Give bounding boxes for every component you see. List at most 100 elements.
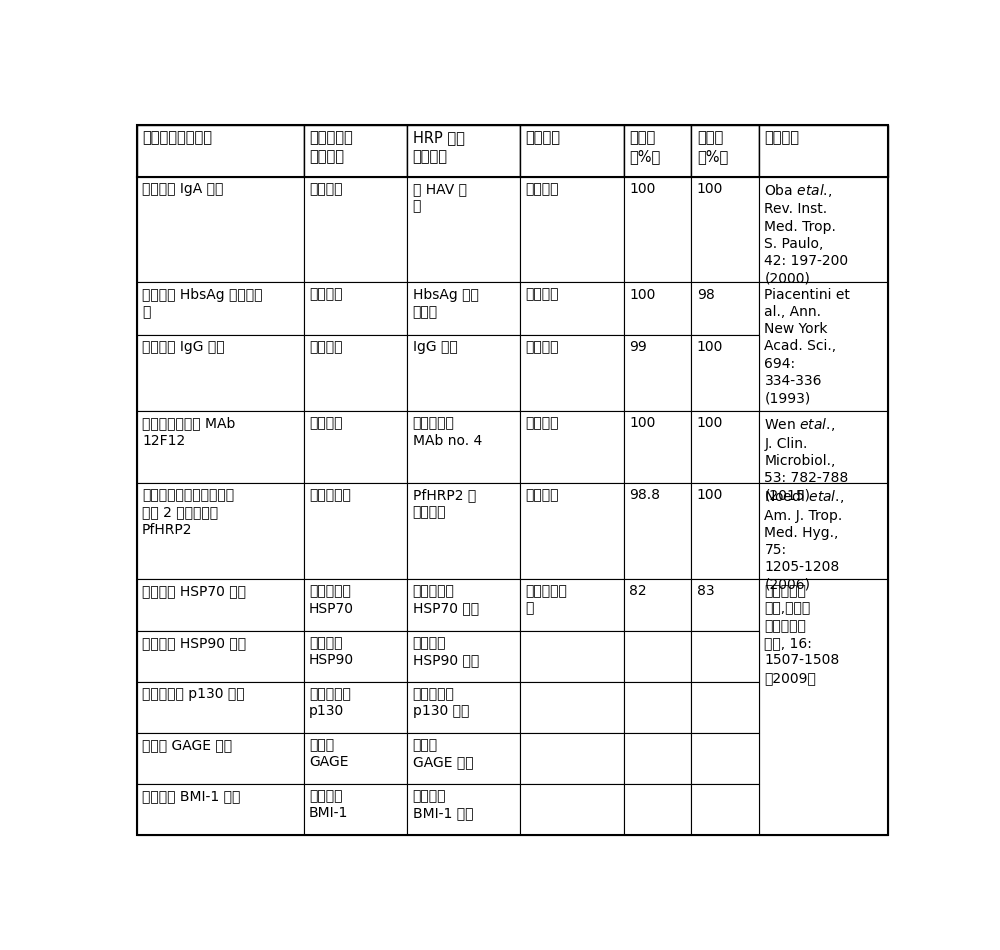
Bar: [520, 177, 624, 282]
Bar: [520, 631, 624, 682]
Bar: [624, 732, 691, 784]
Bar: [691, 484, 759, 580]
Bar: [304, 784, 407, 834]
Text: 100: 100: [697, 416, 723, 430]
Text: 丙肝病毒 IgG 抗体: 丙肝病毒 IgG 抗体: [142, 340, 225, 354]
Text: 甲肝病毒: 甲肝病毒: [309, 182, 342, 196]
Bar: [624, 580, 691, 631]
Text: 丙肝病毒: 丙肝病毒: [309, 340, 342, 354]
Bar: [137, 125, 888, 177]
Bar: [691, 411, 759, 484]
Bar: [691, 682, 759, 732]
Bar: [691, 177, 759, 282]
Text: 恶性疟疾: 恶性疟疾: [525, 488, 559, 503]
Bar: [137, 411, 304, 484]
Bar: [624, 177, 691, 282]
Text: 靶向标志物
（抗原）: 靶向标志物 （抗原）: [309, 130, 353, 163]
Text: 丙型肝炎: 丙型肝炎: [525, 340, 559, 354]
Bar: [624, 631, 691, 682]
Bar: [691, 125, 759, 177]
Text: IgG 抗体: IgG 抗体: [413, 340, 457, 354]
Text: 单克隆抗体
MAb no. 4: 单克隆抗体 MAb no. 4: [413, 416, 482, 447]
Bar: [137, 682, 304, 732]
Text: 热激蛋白
HSP90: 热激蛋白 HSP90: [309, 636, 354, 668]
Bar: [137, 784, 304, 834]
Text: 100: 100: [697, 340, 723, 354]
Text: 100: 100: [629, 416, 656, 430]
Text: 核仁磷蛋白 p130 抗体: 核仁磷蛋白 p130 抗体: [142, 687, 245, 701]
Text: 抗热激蛋白
HSP70 抗体: 抗热激蛋白 HSP70 抗体: [413, 584, 479, 616]
Text: 热激蛋白 HSP70 抗体: 热激蛋白 HSP70 抗体: [142, 584, 246, 598]
Bar: [137, 282, 304, 335]
Text: 100: 100: [697, 182, 723, 196]
Text: 83: 83: [697, 584, 714, 598]
Bar: [407, 631, 520, 682]
Text: 特异性
（%）: 特异性 （%）: [697, 130, 728, 163]
Text: Noedl $et al$.,
Am. J. Trop.
Med. Hyg.,
75:
1205-1208
(2006): Noedl $et al$., Am. J. Trop. Med. Hyg., …: [764, 488, 845, 592]
Bar: [137, 732, 304, 784]
Bar: [624, 411, 691, 484]
Text: 人 HAV 抗
体: 人 HAV 抗 体: [413, 182, 467, 213]
Bar: [407, 784, 520, 834]
Text: Piacentini et
al., Ann.
New York
Acad. Sci.,
694:
334-336
(1993): Piacentini et al., Ann. New York Acad. S…: [764, 288, 850, 406]
Text: 刘淑真，于
国华,《中国
肿瘤防治杂
志》, 16:
1507-1508
（2009）: 刘淑真，于 国华,《中国 肿瘤防治杂 志》, 16: 1507-1508 （20…: [764, 584, 840, 685]
Text: 原癌基因
BMI-1 抗体: 原癌基因 BMI-1 抗体: [413, 788, 473, 820]
Text: 糖蛋白 GAGE 抗体: 糖蛋白 GAGE 抗体: [142, 738, 232, 751]
Text: 100: 100: [629, 288, 656, 301]
Bar: [407, 177, 520, 282]
Text: 非小细胞肺
癌: 非小细胞肺 癌: [525, 584, 567, 616]
Bar: [759, 282, 888, 411]
Bar: [691, 784, 759, 834]
Text: 核仁磷蛋白
p130: 核仁磷蛋白 p130: [309, 687, 351, 718]
Text: Wen $et al$.,
J. Clin.
Microbiol.,
53: 782-788
(2015): Wen $et al$., J. Clin. Microbiol., 53: 7…: [764, 416, 849, 503]
Bar: [624, 335, 691, 411]
Bar: [520, 484, 624, 580]
Text: 参考文献: 参考文献: [764, 130, 799, 145]
Bar: [520, 282, 624, 335]
Text: 82: 82: [629, 584, 647, 598]
Bar: [624, 682, 691, 732]
Bar: [407, 682, 520, 732]
Text: Oba $et al$.,
Rev. Inst.
Med. Trop.
S. Paulo,
42: 197-200
(2000): Oba $et al$., Rev. Inst. Med. Trop. S. P…: [764, 182, 849, 285]
Bar: [304, 125, 407, 177]
Bar: [137, 177, 304, 282]
Bar: [137, 631, 304, 682]
Bar: [407, 580, 520, 631]
Bar: [624, 784, 691, 834]
Text: 糖蛋白
GAGE 抗体: 糖蛋白 GAGE 抗体: [413, 738, 473, 770]
Bar: [137, 125, 304, 177]
Text: 抗恶性疟原虫富含组氨酸
蛋白 2 单克隆抗体
PfHRP2: 抗恶性疟原虫富含组氨酸 蛋白 2 单克隆抗体 PfHRP2: [142, 488, 234, 537]
Text: 戊型肝炎: 戊型肝炎: [525, 416, 559, 430]
Text: 核仁磷蛋白
p130 抗体: 核仁磷蛋白 p130 抗体: [413, 687, 469, 718]
Bar: [520, 682, 624, 732]
Text: 98: 98: [697, 288, 715, 301]
Bar: [624, 282, 691, 335]
Bar: [691, 631, 759, 682]
Bar: [304, 177, 407, 282]
Bar: [691, 732, 759, 784]
Bar: [407, 335, 520, 411]
Bar: [304, 484, 407, 580]
Text: 戊肝单克隆抗体 MAb
12F12: 戊肝单克隆抗体 MAb 12F12: [142, 416, 235, 447]
Bar: [759, 177, 888, 282]
Text: 捕获分子（抗体）: 捕获分子（抗体）: [142, 130, 212, 145]
Bar: [759, 580, 888, 834]
Bar: [137, 580, 304, 631]
Bar: [624, 125, 691, 177]
Bar: [759, 125, 888, 177]
Bar: [520, 125, 624, 177]
Text: 乙型肝炎: 乙型肝炎: [525, 288, 559, 301]
Bar: [304, 580, 407, 631]
Bar: [520, 580, 624, 631]
Text: 100: 100: [697, 488, 723, 503]
Bar: [624, 484, 691, 580]
Bar: [304, 732, 407, 784]
Text: 原癌基因 BMI-1 抗体: 原癌基因 BMI-1 抗体: [142, 788, 240, 803]
Text: 抗热激蛋白
HSP70: 抗热激蛋白 HSP70: [309, 584, 354, 616]
Text: 乙肝病毒: 乙肝病毒: [309, 288, 342, 301]
Text: 甲型肝炎: 甲型肝炎: [525, 182, 559, 196]
Bar: [691, 580, 759, 631]
Bar: [691, 335, 759, 411]
Bar: [691, 282, 759, 335]
Bar: [520, 784, 624, 834]
